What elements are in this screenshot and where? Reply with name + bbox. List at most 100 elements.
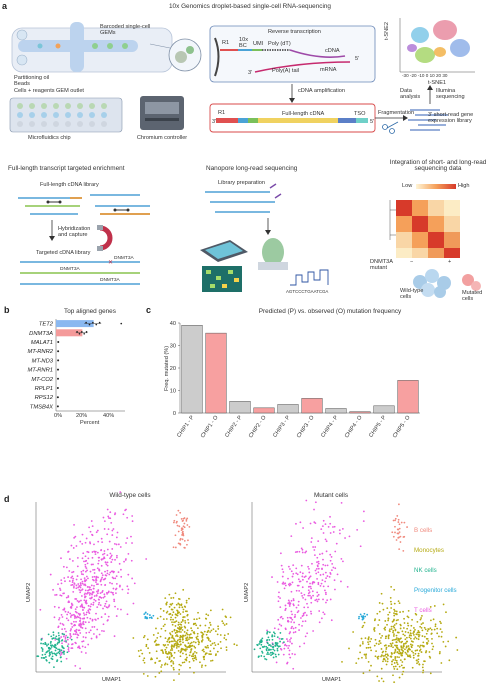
umap-point	[107, 515, 110, 518]
umap-point	[425, 650, 428, 652]
umap-point	[320, 617, 323, 620]
umap-point	[186, 646, 189, 649]
umap-point	[277, 618, 280, 621]
umap-point	[380, 667, 383, 670]
umap-point	[65, 634, 68, 637]
umap-point	[294, 631, 297, 633]
umap-point	[264, 657, 266, 660]
umap-point	[401, 661, 404, 663]
umap-point	[103, 520, 106, 523]
umap-point	[381, 602, 384, 605]
umap-point	[178, 630, 181, 633]
umap-point	[212, 628, 215, 631]
gene-label: MT-ND3	[32, 358, 54, 364]
umap-point	[79, 632, 82, 634]
umap-point	[92, 568, 94, 571]
umap-point	[439, 620, 441, 623]
umap-point	[126, 613, 129, 616]
umap-point	[164, 648, 167, 651]
umap-point	[95, 636, 98, 639]
umap-point	[74, 615, 77, 618]
umap-point	[397, 618, 399, 621]
umap-point	[75, 620, 77, 623]
umap-point	[456, 649, 459, 651]
umap-point	[422, 641, 425, 644]
umap-point	[61, 633, 64, 635]
umap-point	[225, 623, 228, 625]
umap-point	[414, 649, 417, 652]
umap-point	[305, 614, 308, 617]
umap-point	[93, 595, 96, 597]
label-full-length-cdna: Full-length cDNA	[282, 111, 325, 117]
tsne-plot	[399, 18, 475, 73]
umap-point	[403, 617, 405, 620]
umap-point	[188, 654, 191, 657]
umap-point	[377, 657, 379, 660]
umap-point	[421, 614, 423, 617]
umap-point	[57, 632, 60, 634]
umap-point	[209, 621, 211, 624]
umap-point	[426, 643, 429, 645]
umap-point	[54, 594, 56, 596]
umap-point	[178, 673, 180, 675]
umap-point	[387, 636, 390, 638]
umap-point	[50, 651, 53, 653]
mutation-bar	[325, 408, 347, 414]
umap-point	[417, 658, 420, 661]
umap-point	[104, 570, 106, 573]
umap-point	[186, 636, 189, 639]
umap-point	[260, 641, 263, 644]
umap-point	[184, 644, 187, 647]
umap-point	[292, 627, 295, 630]
label-dnmt3a-mutant: DNMT3A mutant	[370, 259, 393, 272]
umap-point	[447, 640, 450, 643]
umap-point	[316, 564, 319, 567]
umap-point	[267, 636, 270, 639]
umap-point	[96, 628, 99, 631]
umap-point	[132, 637, 135, 639]
umap-point	[307, 585, 310, 588]
umap-point	[292, 631, 295, 634]
umap-point	[176, 639, 179, 642]
umap-point	[49, 644, 52, 647]
umap-point	[148, 652, 151, 654]
umap-point	[86, 569, 88, 572]
legend-entry: B cells	[414, 527, 432, 534]
umap-point	[111, 570, 114, 573]
umap-point	[183, 526, 186, 529]
scissors-icon	[382, 121, 399, 134]
umap-point	[194, 641, 197, 644]
umap-point	[181, 636, 184, 639]
umap-point	[98, 601, 101, 604]
umap-point	[406, 627, 409, 630]
umap-point	[402, 645, 405, 648]
umap-point	[439, 628, 442, 630]
umap-point	[69, 612, 72, 615]
umap-point	[53, 646, 56, 649]
umap-point	[290, 535, 293, 538]
umap-point	[160, 664, 163, 666]
umap-point	[381, 635, 384, 637]
umap-point	[80, 599, 82, 602]
umap-point	[63, 640, 66, 643]
umap-point	[81, 640, 84, 643]
umap-point	[47, 643, 50, 646]
umap-point	[297, 604, 300, 607]
magnet-icon	[97, 225, 113, 251]
umap-point	[325, 601, 327, 604]
umap-point	[78, 647, 81, 650]
umap-point	[186, 610, 188, 613]
umap-point	[150, 658, 152, 661]
umap-point	[160, 627, 163, 630]
umap-point	[121, 588, 124, 591]
umap-point	[148, 614, 151, 616]
umap-point	[393, 608, 396, 611]
umap-point	[378, 680, 380, 682]
umap-point	[392, 665, 395, 668]
umap-point	[95, 531, 98, 534]
umap-point	[168, 640, 171, 643]
umap-point	[72, 570, 75, 573]
umap-point	[48, 661, 51, 664]
umap-point	[191, 636, 194, 639]
umap-point	[100, 549, 102, 552]
